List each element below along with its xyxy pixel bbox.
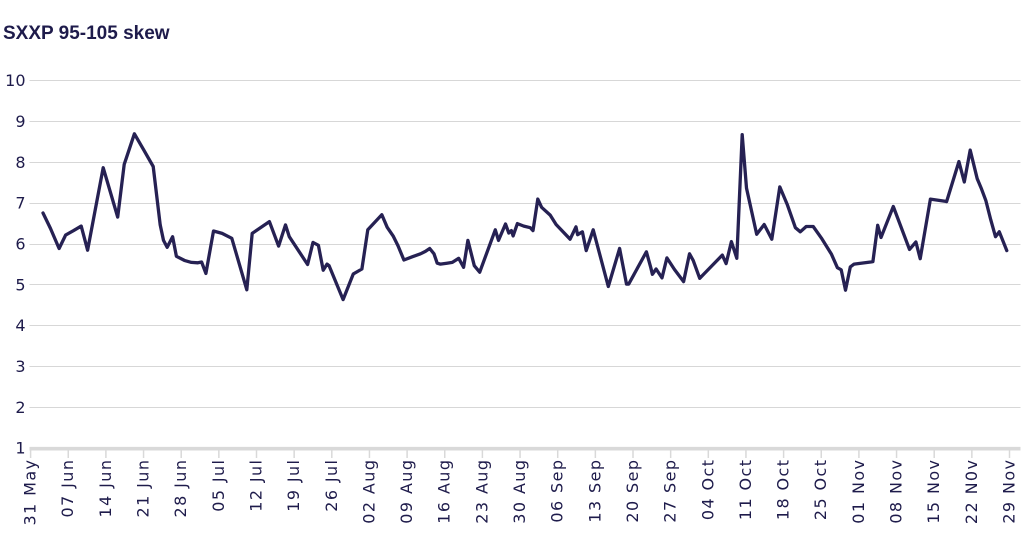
x-tick-label: 16 Aug: [435, 459, 454, 524]
x-tick-label: 27 Sep: [661, 459, 680, 523]
x-tick-label: 06 Sep: [548, 459, 567, 523]
series-line: [41, 132, 1009, 302]
y-tick-label: 2: [15, 398, 25, 417]
y-tick-label: 4: [15, 316, 25, 335]
x-tick-label: 14 Jun: [96, 459, 115, 518]
x-tick-label: 12 Jul: [247, 459, 266, 512]
x-tick-label: 05 Jul: [209, 459, 228, 512]
y-tick-label: 5: [15, 275, 25, 294]
y-tick-label: 6: [15, 235, 25, 254]
x-tick-label: 01 Nov: [849, 459, 868, 524]
y-tick-label: 10: [5, 71, 25, 90]
x-tick-label: 23 Aug: [472, 459, 491, 524]
x-tick-label: 08 Nov: [887, 459, 906, 524]
x-tick-label: 07 Jun: [58, 459, 77, 518]
x-tick-label: 21 Jun: [134, 459, 153, 518]
x-tick-label: 31 May: [21, 459, 40, 526]
x-tick-label: 26 Jul: [322, 459, 341, 512]
x-tick-label: 29 Nov: [1000, 459, 1019, 524]
y-tick-label: 9: [15, 112, 25, 131]
gridlines: [29, 80, 1021, 451]
y-tick-label: 8: [15, 153, 25, 172]
x-axis-ticks: [29, 450, 1011, 458]
x-tick-label: 02 Aug: [359, 459, 378, 524]
x-tick-label: 18 Oct: [774, 459, 793, 521]
y-tick-label: 3: [15, 357, 25, 376]
y-axis-labels: 1 2 3 4 5 6 7 8 9 10: [5, 71, 25, 457]
x-tick-label: 11 Oct: [736, 459, 755, 521]
series: [41, 132, 1009, 302]
x-tick-label: 30 Aug: [510, 459, 529, 524]
x-tick-label: 04 Oct: [698, 459, 717, 521]
chart-title: SXXP 95-105 skew: [3, 23, 170, 44]
x-tick-label: 19 Jul: [284, 459, 303, 512]
x-tick-label: 09 Aug: [397, 459, 416, 524]
x-tick-label: 22 N0v: [962, 459, 981, 524]
y-tick-label: 1: [15, 439, 25, 458]
x-tick-label: 13 Sep: [585, 459, 604, 523]
x-tick-label: 15 Nov: [924, 459, 943, 524]
y-tick-label: 7: [15, 194, 25, 213]
x-axis-labels: 31 May 07 Jun 14 Jun 21 Jun 28 Jun 05 Jul 12 J…: [21, 459, 1019, 526]
x-tick-label: 25 Oct: [811, 459, 830, 521]
x-tick-label: 28 Jun: [171, 459, 190, 518]
x-tick-label: 20 Sep: [623, 459, 642, 523]
